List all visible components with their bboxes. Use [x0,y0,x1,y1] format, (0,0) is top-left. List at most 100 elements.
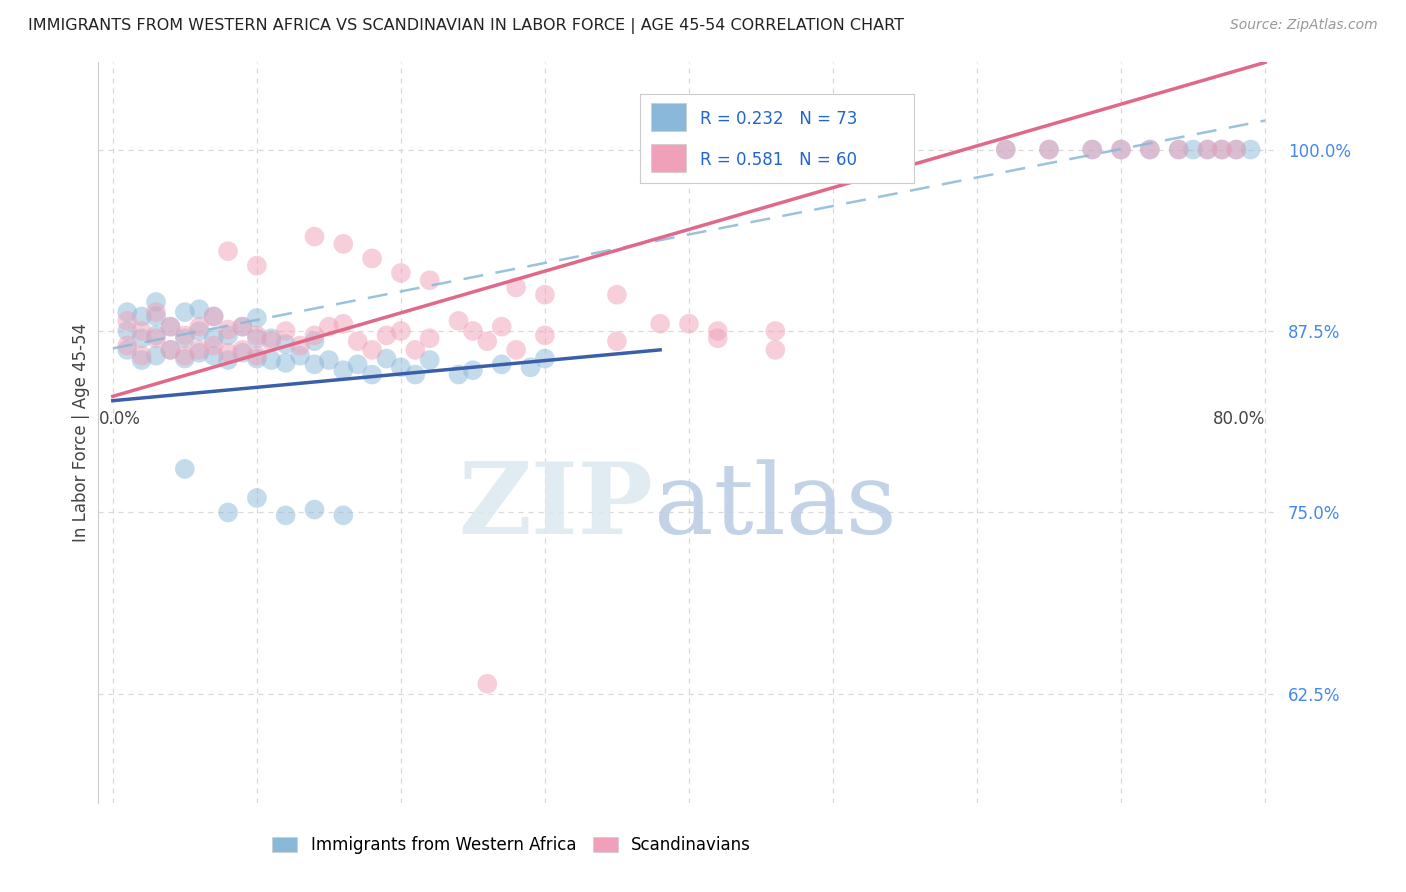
Point [173,349,195,363]
Point [606,287,628,301]
Point [274,337,297,351]
Point [217,353,239,368]
Point [246,331,269,345]
Point [173,331,195,345]
Point [173,462,195,476]
Point [534,328,557,343]
Point [202,338,225,352]
Point [375,351,398,366]
Point [389,324,412,338]
Point [1167,143,1189,157]
Point [461,324,484,338]
Point [159,343,181,357]
Point [1081,143,1104,157]
Point [477,677,499,691]
Point [389,360,412,375]
Point [447,314,470,328]
Point [304,334,326,348]
Point [145,328,167,343]
Point [231,343,253,357]
Point [1211,143,1233,157]
Point [419,273,441,287]
Point [650,317,672,331]
Point [361,252,384,266]
Point [145,305,167,319]
Point [318,353,340,368]
Point [332,508,354,523]
Point [246,310,269,325]
Point [1225,143,1247,157]
Point [260,331,283,345]
Point [1182,143,1205,157]
Point [145,295,167,310]
Point [159,319,181,334]
Point [131,349,153,363]
Text: 0.0%: 0.0% [98,410,141,428]
Point [274,508,297,523]
Point [217,345,239,359]
Point [534,287,557,301]
Point [274,324,297,338]
Point [318,319,340,334]
Point [159,319,181,334]
Text: R = 0.232   N = 73: R = 0.232 N = 73 [700,110,858,128]
Point [231,319,253,334]
Point [519,360,541,375]
Point [1197,143,1219,157]
Point [404,343,426,357]
Point [706,324,728,338]
Point [763,324,786,338]
Point [461,363,484,377]
Point [246,328,269,343]
Text: atlas: atlas [654,458,896,555]
Point [145,349,167,363]
Point [217,322,239,336]
Point [131,310,153,324]
Point [202,310,225,324]
Point [288,338,311,352]
Point [1167,143,1189,157]
Point [1139,143,1161,157]
Point [246,491,269,505]
Point [188,302,211,317]
Text: 80.0%: 80.0% [1213,410,1265,428]
Point [332,236,354,251]
Text: Source: ZipAtlas.com: Source: ZipAtlas.com [1230,18,1378,32]
Point [332,317,354,331]
Point [1139,143,1161,157]
Point [246,351,269,366]
Point [706,331,728,345]
Point [994,143,1017,157]
Point [217,328,239,343]
Point [173,305,195,319]
Point [477,334,499,348]
Point [246,259,269,273]
Point [304,328,326,343]
Point [505,280,527,294]
Point [763,343,786,357]
Point [202,331,225,345]
Point [1240,143,1263,157]
Point [115,324,138,338]
Point [274,356,297,370]
Point [1081,143,1104,157]
Point [1038,143,1060,157]
Point [145,331,167,345]
Point [260,334,283,348]
Point [217,244,239,259]
Point [115,338,138,352]
Point [115,305,138,319]
Point [1109,143,1132,157]
Point [994,143,1017,157]
Point [419,353,441,368]
Point [361,343,384,357]
Point [202,349,225,363]
Point [217,506,239,520]
Point [404,368,426,382]
Point [131,324,153,338]
Point [188,319,211,334]
FancyBboxPatch shape [651,144,686,172]
Point [1109,143,1132,157]
Point [375,328,398,343]
Point [260,353,283,368]
